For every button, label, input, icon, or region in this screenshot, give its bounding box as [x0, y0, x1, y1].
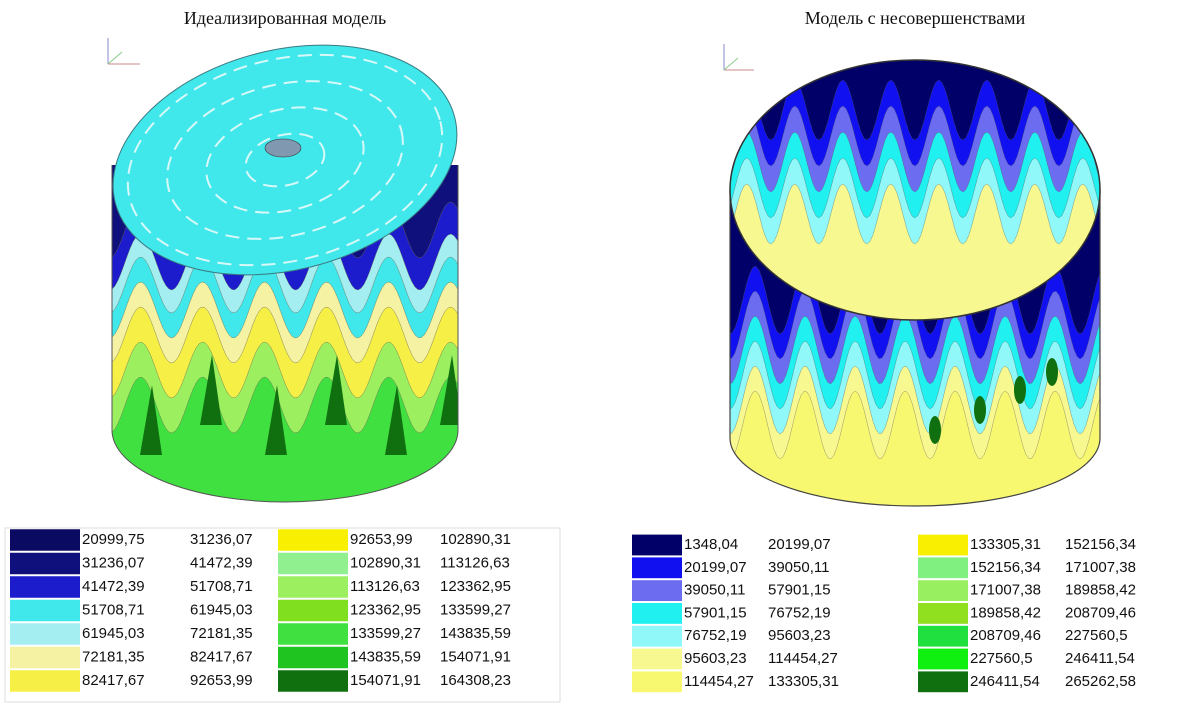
legend-swatch [632, 626, 682, 647]
legend-from: 154071,91 [350, 672, 421, 689]
legend-to: 123362,95 [440, 578, 511, 595]
legend-swatch [632, 671, 682, 692]
legend-from: 114454,27 [684, 673, 754, 690]
hot-spot [974, 396, 986, 424]
legend-to: 82417,67 [190, 648, 253, 665]
legend-to: 133305,31 [768, 673, 839, 690]
legend-from: 227560,5 [970, 650, 1033, 667]
legend-swatch [632, 557, 682, 578]
legend-swatch [278, 553, 348, 575]
legend-to: 227560,5 [1065, 627, 1128, 644]
legend-to: 114454,27 [768, 650, 838, 667]
legend-from: 113126,63 [350, 578, 420, 595]
legend-swatch [918, 557, 968, 578]
legend-swatch [278, 576, 348, 598]
legend-to: 72181,35 [190, 625, 253, 642]
legend-from: 31236,07 [82, 554, 145, 571]
legend-swatch [10, 623, 80, 645]
legend-swatch [10, 647, 80, 669]
legend-swatch [10, 576, 80, 598]
legend-from: 189858,42 [970, 604, 1041, 621]
legend-to: 265262,58 [1065, 673, 1136, 690]
legend-swatch [10, 670, 80, 692]
imperfect-model [720, 50, 1120, 540]
legend-swatch [918, 626, 968, 647]
legend-to: 20199,07 [768, 536, 831, 553]
hot-spot [1014, 376, 1026, 404]
legend-from: 152156,34 [970, 559, 1041, 576]
legend-swatch [918, 671, 968, 692]
legend-swatch [278, 600, 348, 622]
legend-swatch [918, 580, 968, 601]
legend-swatch [918, 603, 968, 624]
legend-swatch [278, 647, 348, 669]
legend-to: 95603,23 [768, 627, 831, 644]
panel-title: Идеализированная модель [184, 8, 386, 28]
legend-to: 51708,71 [190, 578, 253, 595]
legend-swatch [10, 600, 80, 622]
legend-from: 95603,23 [684, 650, 747, 667]
legend-to: 76752,19 [768, 604, 831, 621]
legend-to: 189858,42 [1065, 582, 1136, 599]
legend-swatch [278, 529, 348, 551]
legend-from: 41472,39 [82, 578, 145, 595]
legend-from: 51708,71 [82, 601, 145, 618]
legend-from: 39050,11 [684, 582, 745, 599]
legend-from: 143835,59 [350, 648, 421, 665]
legend-from: 20999,75 [82, 531, 145, 548]
hot-spot [1046, 358, 1058, 386]
legend-swatch [632, 580, 682, 601]
hot-spot [929, 416, 941, 444]
legend-from: 1348,04 [684, 536, 738, 553]
panel-title: Модель с несовершенствами [805, 8, 1026, 28]
legend-swatch [10, 553, 80, 575]
legend-from: 171007,38 [970, 582, 1041, 599]
legend-from: 133305,31 [970, 536, 1041, 553]
legend-from: 76752,19 [684, 627, 747, 644]
legend-to: 31236,07 [190, 531, 253, 548]
legend-swatch [632, 603, 682, 624]
legend-from: 133599,27 [350, 625, 421, 642]
legend-swatch [278, 623, 348, 645]
axis-triad [108, 38, 754, 70]
legend-to: 41472,39 [190, 554, 253, 571]
legend-swatch [632, 535, 682, 556]
legend-from: 102890,31 [350, 554, 421, 571]
legend-to: 113126,63 [440, 554, 510, 571]
legend-to: 164308,23 [440, 672, 511, 689]
legend-from: 57901,15 [684, 604, 747, 621]
idealized-model [89, 11, 482, 520]
legend-to: 102890,31 [440, 531, 511, 548]
legend-to: 61945,03 [190, 601, 253, 618]
legend-to: 152156,34 [1065, 536, 1136, 553]
legend-to: 92653,99 [190, 672, 253, 689]
legend-from: 61945,03 [82, 625, 145, 642]
legend-swatch [632, 649, 682, 670]
figure: Идеализированная модель Модель с несовер… [0, 0, 1185, 727]
legends: 20999,75 31236,07 31236,07 41472,39 41472,39… [10, 529, 1136, 692]
legend-from: 20199,07 [684, 559, 747, 576]
legend-from: 82417,67 [82, 672, 145, 689]
legend-from: 208709,46 [970, 627, 1041, 644]
legend-to: 143835,59 [440, 625, 511, 642]
legend-swatch [10, 529, 80, 551]
cap-center [265, 139, 301, 157]
legend-from: 123362,95 [350, 601, 421, 618]
legend-from: 246411,54 [970, 673, 1040, 690]
legend-to: 133599,27 [440, 601, 511, 618]
legend-to: 154071,91 [440, 648, 511, 665]
legend-swatch [278, 670, 348, 692]
legend-to: 208709,46 [1065, 604, 1136, 621]
legend-to: 39050,11 [768, 559, 829, 576]
legend-swatch [918, 649, 968, 670]
legend-to: 171007,38 [1065, 559, 1136, 576]
legend-to: 246411,54 [1065, 650, 1135, 667]
legend-from: 92653,99 [350, 531, 413, 548]
legend-swatch [918, 535, 968, 556]
legend-from: 72181,35 [82, 648, 145, 665]
legend-to: 57901,15 [768, 582, 831, 599]
